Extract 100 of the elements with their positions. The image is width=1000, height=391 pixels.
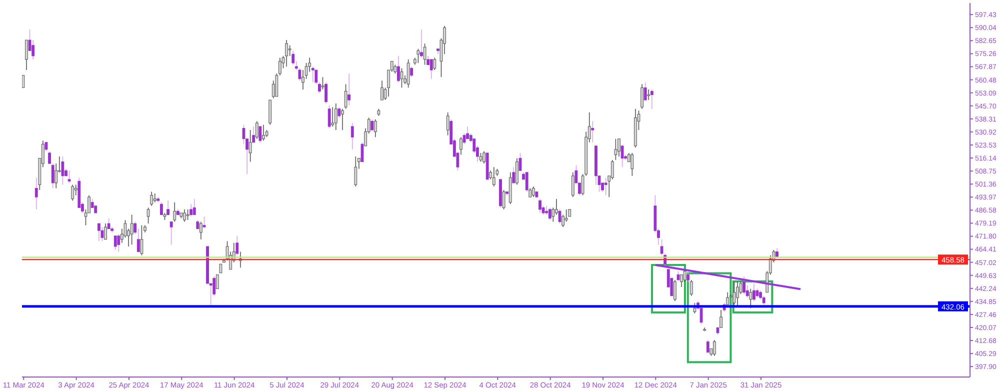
candlestick (647, 89, 650, 100)
candlestick (216, 274, 219, 290)
candlestick (192, 198, 196, 216)
candlestick (749, 288, 752, 309)
candlestick (690, 280, 693, 296)
candlestick (732, 281, 736, 306)
candlestick (173, 202, 176, 222)
candlestick (34, 177, 38, 210)
candlestick (344, 84, 348, 110)
candlestick (150, 191, 154, 206)
candlestick (117, 234, 120, 252)
candlestick (370, 119, 374, 130)
candlestick (630, 152, 634, 176)
candlestick (360, 142, 364, 162)
candlestick (742, 276, 746, 294)
candlestick (252, 126, 256, 143)
candlestick (614, 138, 618, 160)
candlestick (433, 57, 436, 70)
candlestick (160, 202, 163, 216)
candlestick (134, 221, 137, 235)
candlestick (650, 89, 654, 110)
candlestick (512, 166, 516, 184)
candlestick (460, 136, 462, 156)
candlestick (285, 40, 288, 67)
candlestick (538, 198, 542, 214)
candlestick (397, 56, 400, 83)
candlestick (525, 172, 528, 192)
candlestick (462, 133, 466, 145)
candlestick (610, 160, 614, 180)
candlestick (248, 130, 252, 162)
candlestick (268, 100, 272, 126)
candlestick (354, 156, 358, 187)
candlestick (532, 186, 535, 198)
candlestick (153, 193, 156, 203)
candlestick (416, 48, 420, 64)
candlestick (32, 40, 35, 60)
candlestick (674, 280, 676, 302)
candlestick (183, 209, 186, 222)
candlestick (555, 198, 558, 216)
candlestick (338, 106, 341, 118)
candlestick (350, 122, 354, 150)
candlestick (720, 310, 722, 328)
candlestick (190, 204, 193, 217)
candlestick (328, 104, 331, 129)
candlestick (591, 120, 594, 143)
candlestick (558, 209, 562, 224)
candlestick (640, 84, 644, 110)
candlestick (74, 184, 78, 196)
candlestick (68, 170, 71, 184)
candlestick (374, 119, 377, 138)
candlestick (61, 156, 64, 186)
candlestick (446, 112, 450, 136)
candlestick (71, 184, 74, 201)
candlestick (318, 82, 321, 94)
candlestick (726, 292, 730, 306)
candlestick (548, 207, 552, 220)
candlestick (236, 235, 239, 256)
candlestick (618, 138, 620, 157)
candlestick (482, 150, 486, 164)
candlestick (166, 200, 170, 216)
candlestick (100, 226, 104, 242)
candlestick (114, 235, 117, 250)
candlestick (324, 82, 328, 104)
candlestick (736, 281, 739, 307)
candlestick (104, 223, 107, 240)
candlestick (334, 103, 338, 130)
candlestick (410, 66, 414, 78)
candlestick (706, 340, 710, 353)
candlestick (423, 43, 426, 66)
candlestick (321, 76, 324, 90)
candlestick (564, 209, 568, 222)
candlestick (186, 209, 190, 220)
candlestick (492, 166, 496, 187)
candlestick (693, 302, 696, 314)
candlestick (604, 177, 608, 196)
candlestick (752, 283, 756, 302)
candlestick (713, 340, 716, 356)
candlestick (107, 218, 110, 230)
candlestick (288, 44, 292, 56)
candlestick (430, 59, 433, 80)
candlestick (502, 190, 506, 210)
candlestick (380, 80, 384, 100)
candlestick (311, 66, 314, 83)
candlestick (620, 145, 624, 168)
candlestick (400, 68, 404, 88)
candlestick (341, 108, 344, 130)
candlestick (25, 40, 28, 70)
candlestick (146, 207, 150, 224)
candlestick (170, 221, 173, 246)
candlestick (348, 73, 351, 106)
candlestick (130, 214, 134, 246)
candlestick (200, 221, 202, 240)
candlestick (202, 216, 206, 228)
candlestick (644, 82, 647, 100)
candlestick (571, 172, 574, 198)
candlestick (406, 59, 410, 88)
candlestick (420, 29, 423, 58)
candlestick (140, 224, 144, 256)
candlestick (516, 158, 518, 186)
candlestick (518, 152, 522, 171)
